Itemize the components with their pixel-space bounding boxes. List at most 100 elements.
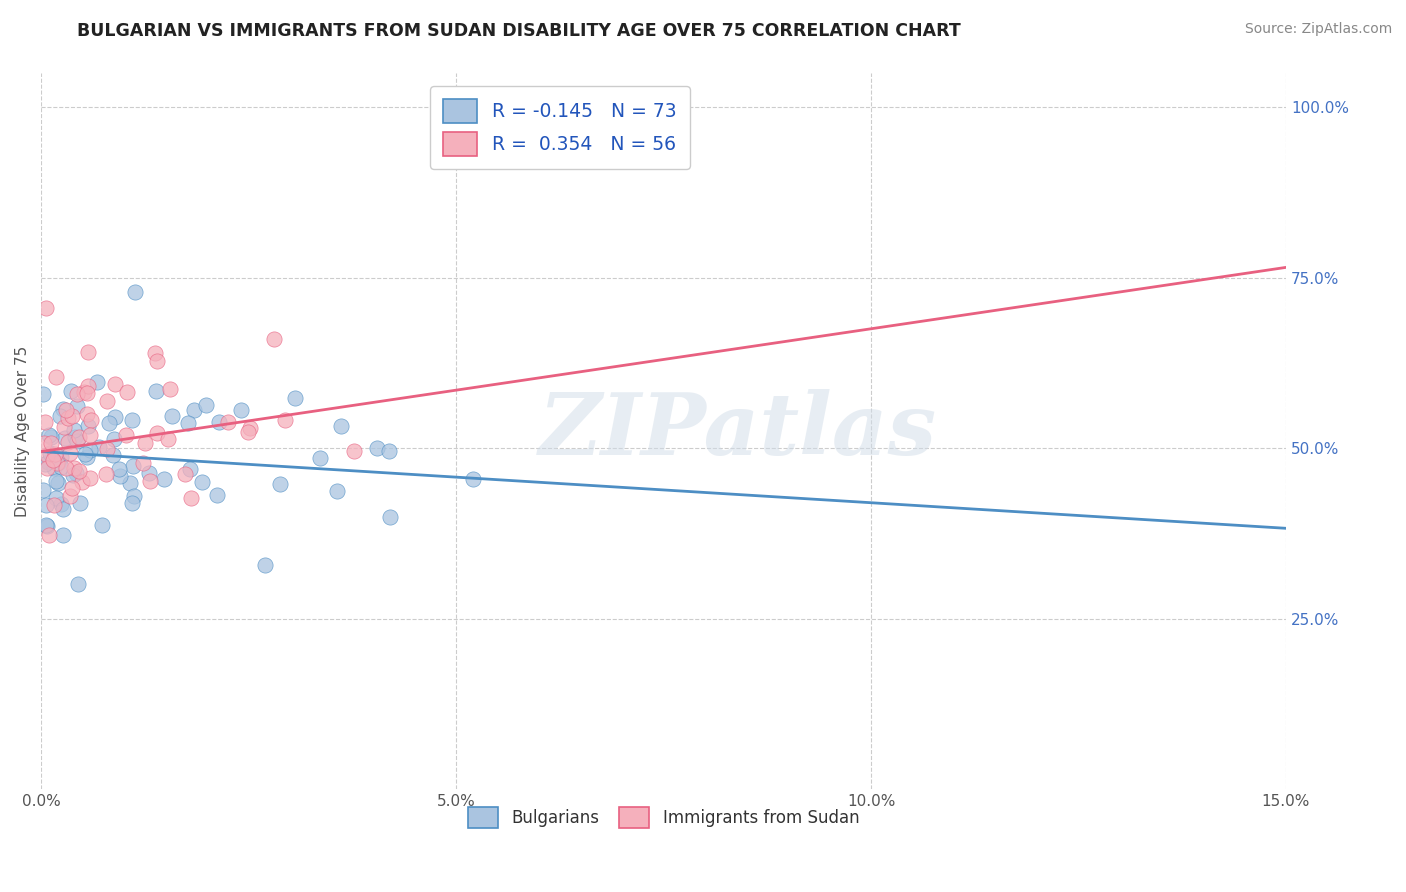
Point: [179, 462, 201, 476]
Point: [41, 453, 63, 467]
Point: [183, 402, 205, 417]
Point: [35, 301, 58, 315]
Point: [55, 402, 77, 417]
Point: [51, 460, 73, 475]
Point: [73, 447, 96, 461]
Point: [66, 387, 89, 401]
Point: [66, 399, 89, 413]
Point: [53, 432, 76, 446]
Point: [378, 510, 401, 524]
Point: [63, 423, 86, 437]
Point: [60, 409, 83, 424]
Point: [94, 467, 117, 481]
Point: [80, 413, 103, 427]
Point: [52, 420, 75, 434]
Point: [343, 444, 366, 458]
Point: [46, 456, 69, 470]
Point: [103, 432, 125, 446]
Point: [263, 332, 285, 346]
Point: [239, 421, 262, 435]
Point: [115, 384, 138, 399]
Point: [104, 410, 127, 425]
Y-axis label: Disability Age Over 75: Disability Age Over 75: [15, 345, 30, 516]
Point: [145, 384, 167, 399]
Point: [32, 386, 55, 401]
Point: [159, 382, 181, 396]
Point: [59, 445, 82, 459]
Point: [173, 467, 195, 482]
Point: [45, 474, 67, 488]
Point: [194, 398, 217, 412]
Point: [59, 384, 82, 398]
Point: [48, 409, 70, 424]
Text: Source: ZipAtlas.com: Source: ZipAtlas.com: [1244, 22, 1392, 37]
Point: [35, 461, 58, 475]
Point: [366, 441, 388, 455]
Point: [34, 415, 56, 429]
Point: [35, 519, 58, 533]
Point: [138, 474, 160, 488]
Point: [284, 391, 307, 405]
Point: [56, 411, 79, 425]
Point: [269, 477, 291, 491]
Point: [34, 458, 56, 472]
Point: [72, 384, 94, 399]
Point: [101, 448, 124, 462]
Point: [59, 489, 82, 503]
Point: [44, 447, 66, 461]
Point: [90, 518, 112, 533]
Point: [77, 379, 100, 393]
Point: [65, 467, 87, 481]
Point: [121, 413, 143, 427]
Point: [156, 433, 179, 447]
Point: [77, 344, 100, 359]
Point: [42, 498, 65, 512]
Point: [461, 471, 484, 485]
Point: [191, 475, 214, 490]
Point: [122, 489, 145, 503]
Point: [45, 491, 67, 505]
Point: [205, 488, 228, 502]
Point: [52, 401, 75, 416]
Point: [96, 394, 118, 409]
Point: [329, 419, 352, 434]
Point: [52, 528, 75, 542]
Text: BULGARIAN VS IMMIGRANTS FROM SUDAN DISABILITY AGE OVER 75 CORRELATION CHART: BULGARIAN VS IMMIGRANTS FROM SUDAN DISAB…: [77, 22, 962, 40]
Point: [86, 375, 108, 389]
Point: [162, 409, 184, 423]
Point: [180, 491, 202, 506]
Point: [96, 442, 118, 456]
Point: [69, 496, 91, 510]
Point: [42, 460, 65, 475]
Point: [146, 426, 169, 441]
Point: [79, 428, 101, 442]
Point: [39, 446, 62, 460]
Point: [62, 467, 84, 482]
Point: [217, 416, 239, 430]
Point: [67, 465, 90, 479]
Point: [38, 528, 60, 542]
Point: [37, 455, 59, 469]
Point: [46, 456, 69, 470]
Point: [52, 502, 75, 516]
Point: [254, 558, 277, 572]
Point: [45, 370, 67, 384]
Point: [177, 416, 200, 430]
Point: [231, 403, 253, 417]
Point: [38, 428, 60, 442]
Point: [76, 450, 98, 465]
Point: [87, 440, 110, 454]
Point: [152, 472, 174, 486]
Point: [108, 468, 131, 483]
Point: [66, 434, 89, 449]
Point: [35, 498, 58, 512]
Point: [70, 475, 93, 489]
Point: [35, 518, 58, 533]
Point: [108, 462, 131, 476]
Point: [208, 415, 231, 429]
Point: [39, 435, 62, 450]
Point: [79, 471, 101, 485]
Point: [67, 577, 90, 591]
Point: [124, 285, 146, 299]
Point: [67, 430, 90, 444]
